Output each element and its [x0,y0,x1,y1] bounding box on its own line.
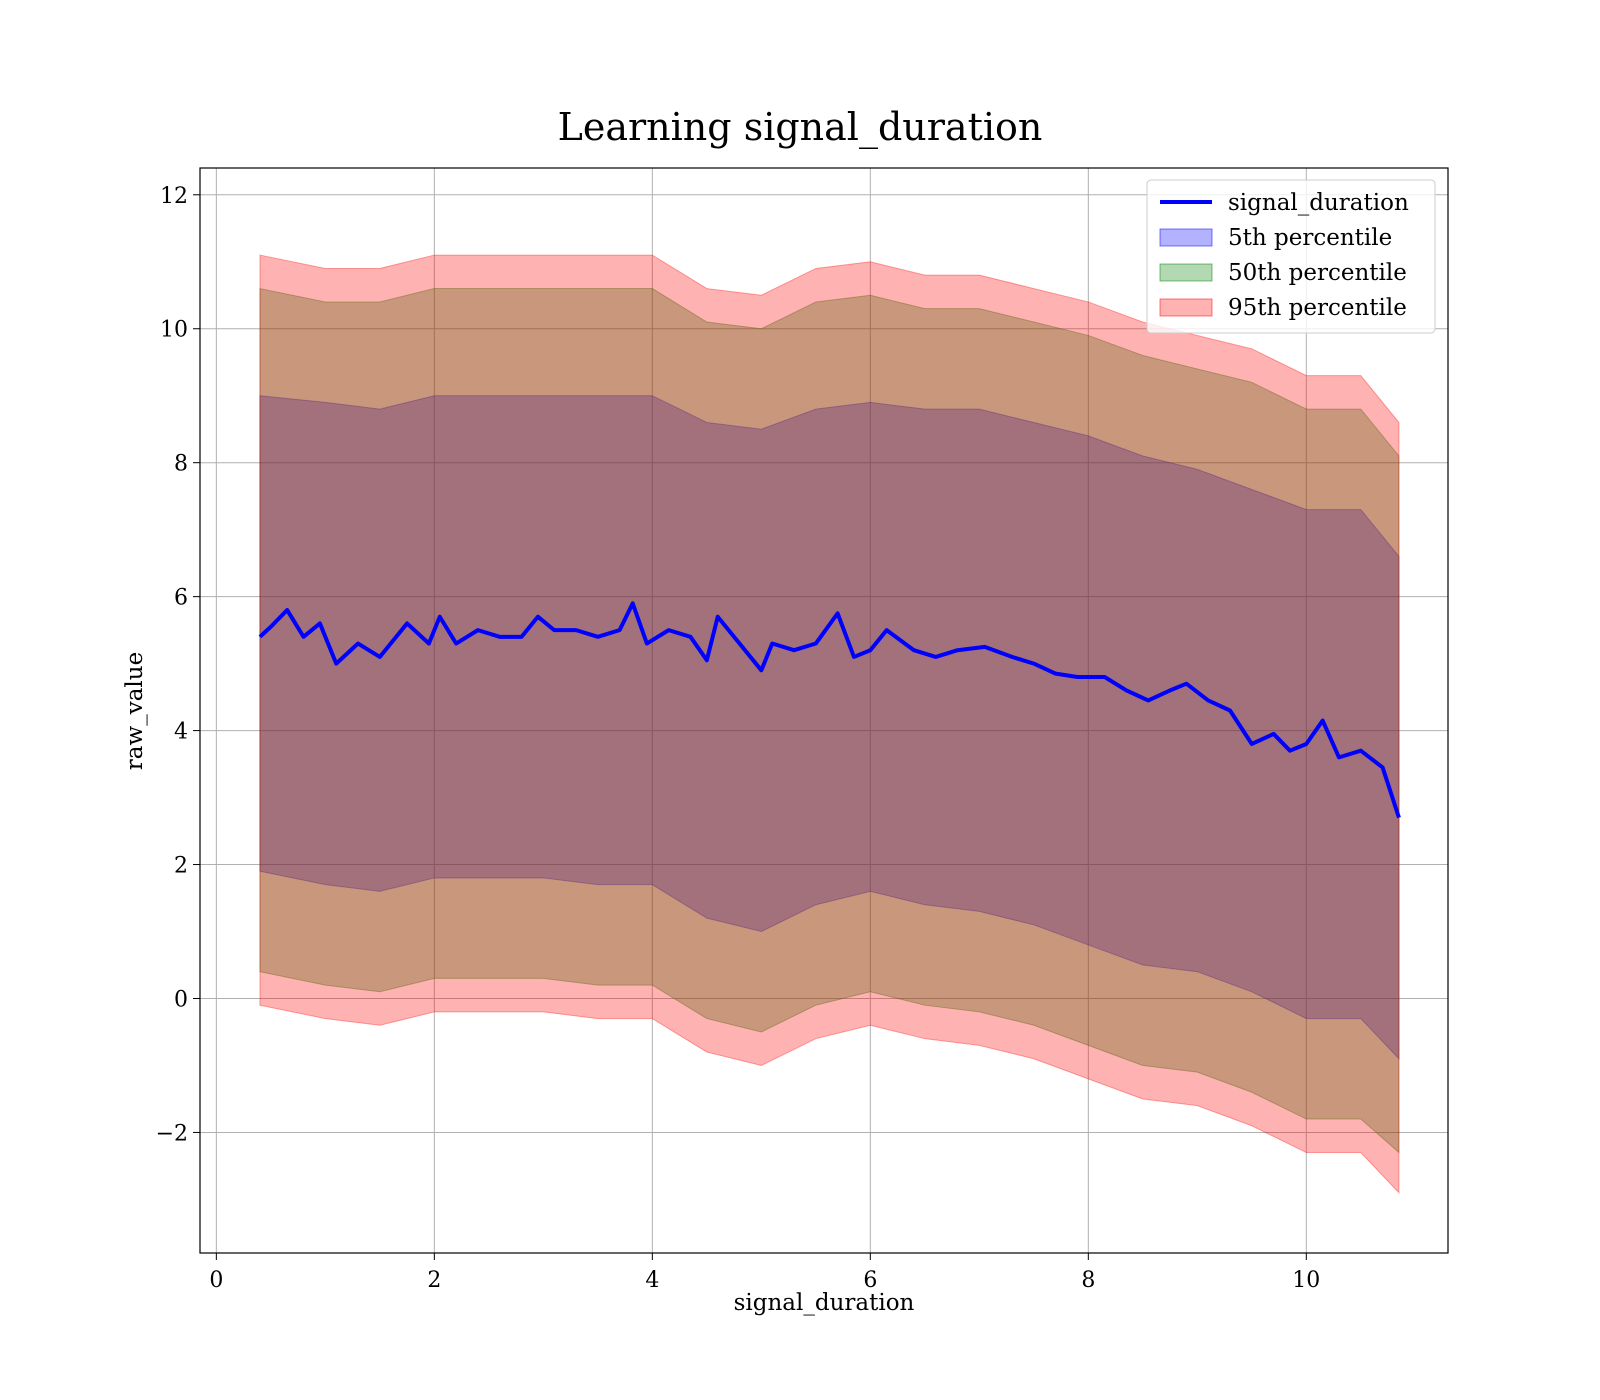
x-tick-label: 0 [209,1268,223,1293]
legend-label: 95th percentile [1228,295,1407,321]
y-tick-label: −2 [156,1121,188,1146]
legend-band-swatch [1159,228,1213,247]
ticks: 0 2 4 6 8 10 −2 0 2 4 6 8 10 12 [156,184,1321,1293]
legend-label: 5th percentile [1228,225,1392,251]
y-tick-label: 2 [174,854,188,879]
x-tick-label: 2 [427,1268,441,1293]
plot-frame [199,167,1449,1254]
band-95th-percentile [259,254,1400,1194]
y-tick-label: 12 [160,184,188,209]
legend-box [1146,179,1436,334]
legend-band-swatch [1159,298,1213,317]
band-5th-percentile [259,395,1400,1061]
x-tick-label: 10 [1292,1268,1320,1293]
x-axis-label: signal_duration [734,1290,915,1316]
line-signal-duration [258,601,1401,819]
y-tick-label: 10 [160,318,188,343]
legend-label: 50th percentile [1228,260,1407,286]
legend: signal_duration 5th percentile 50th percen… [1146,179,1436,334]
chart-title: Learning signal_duration [558,105,1043,150]
x-tick-label: 8 [1081,1268,1095,1293]
y-axis-label: raw_value [122,652,148,770]
percentile-bands [259,254,1400,1194]
band-50th-percentile [259,287,1400,1154]
y-tick-label: 4 [174,720,188,745]
x-tick-label: 4 [645,1268,659,1293]
y-tick-label: 0 [174,987,188,1012]
y-tick-label: 6 [174,586,188,611]
y-tick-label: 8 [174,452,188,477]
legend-band-swatch [1159,263,1213,282]
legend-label: signal_duration [1228,190,1409,216]
series-lines [258,601,1401,819]
x-tick-label: 6 [863,1268,877,1293]
